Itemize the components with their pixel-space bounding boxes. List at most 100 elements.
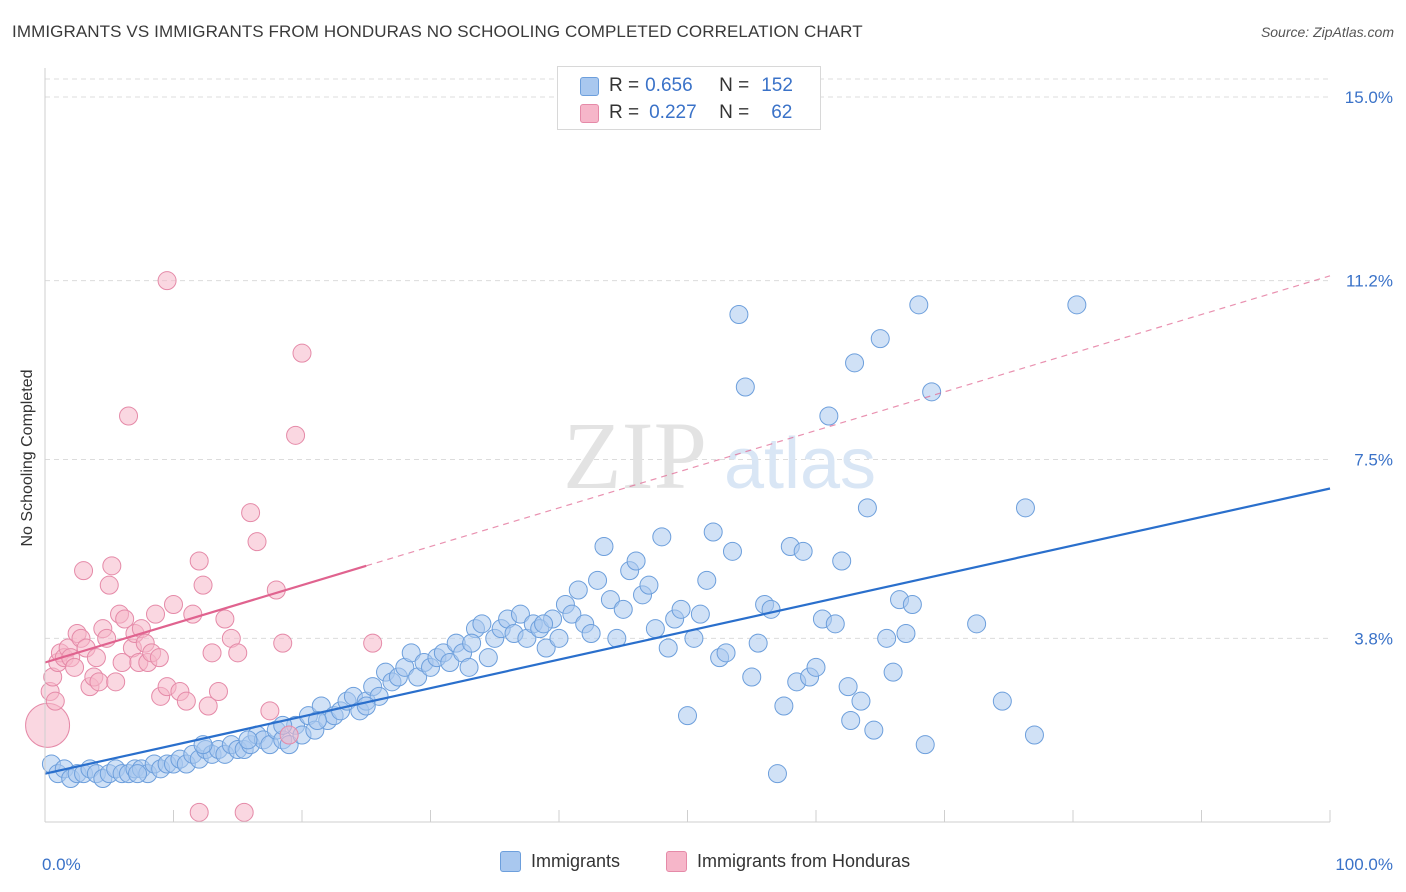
- correlation-legend: R = 0.656 N = 152 R = 0.227 N = 62: [557, 66, 821, 130]
- point-immigrants: [774, 696, 794, 716]
- point-immigrants: [671, 599, 691, 619]
- point-immigrants: [864, 720, 884, 740]
- point-honduras: [119, 406, 139, 426]
- watermark: ZIP atlas: [563, 402, 876, 509]
- point-immigrants: [588, 570, 608, 590]
- point-immigrants: [581, 624, 601, 643]
- point-immigrants: [536, 638, 556, 658]
- point-honduras: [189, 802, 209, 822]
- point-immigrants: [967, 614, 987, 634]
- point-honduras: [65, 657, 85, 677]
- point-immigrants: [459, 657, 479, 677]
- point-immigrants: [697, 570, 717, 590]
- trend-layer: [44, 275, 1331, 775]
- legend-item-honduras[interactable]: Immigrants from Honduras: [666, 851, 910, 872]
- legend-n-label: N =: [719, 75, 750, 96]
- trendline-immigrants: [44, 487, 1331, 775]
- point-immigrants: [793, 541, 813, 561]
- point-immigrants: [307, 711, 327, 730]
- point-honduras: [363, 633, 383, 653]
- watermark-zip: ZIP: [563, 402, 707, 509]
- legend-n-label: N =: [719, 102, 750, 123]
- point-immigrants: [462, 633, 482, 653]
- source-credit: Source: ZipAtlas.com: [1260, 24, 1394, 40]
- point-honduras: [193, 575, 213, 595]
- point-immigrants: [716, 643, 736, 663]
- legend-r-label: R =: [609, 75, 640, 96]
- point-immigrants: [1015, 498, 1035, 518]
- point-honduras: [89, 672, 109, 692]
- point-honduras: [202, 643, 222, 663]
- legend-r-value: 0.227: [649, 102, 697, 123]
- points-layer: [25, 271, 1087, 822]
- trendline-honduras: [44, 564, 367, 664]
- point-honduras: [99, 575, 119, 595]
- point-immigrants: [594, 537, 614, 556]
- legend-swatch-blue: [500, 851, 521, 872]
- y-tick-label: 15.0%: [1345, 88, 1393, 107]
- point-honduras: [286, 425, 306, 445]
- point-immigrants: [767, 764, 787, 784]
- point-immigrants: [478, 648, 498, 668]
- x-tick-label: 0.0%: [42, 855, 81, 874]
- point-immigrants: [690, 604, 710, 624]
- point-immigrants: [401, 643, 421, 663]
- point-immigrants: [819, 406, 839, 426]
- point-immigrants: [845, 353, 865, 373]
- point-immigrants: [742, 667, 762, 687]
- point-honduras: [189, 551, 209, 571]
- point-immigrants: [626, 551, 646, 571]
- point-honduras: [215, 609, 235, 629]
- point-immigrants: [128, 764, 148, 784]
- trendline-honduras-extension: [366, 275, 1331, 567]
- point-immigrants: [748, 633, 768, 653]
- point-honduras: [198, 696, 218, 716]
- point-immigrants: [238, 730, 258, 750]
- point-immigrants: [703, 522, 723, 542]
- point-honduras: [106, 672, 126, 692]
- point-immigrants: [639, 575, 659, 595]
- point-immigrants: [825, 614, 845, 634]
- point-honduras: [146, 604, 166, 624]
- series-legend: Immigrants Immigrants from Honduras: [0, 851, 1406, 877]
- point-immigrants: [645, 619, 665, 639]
- point-immigrants: [652, 527, 672, 547]
- legend-swatch-pink: [666, 851, 687, 872]
- legend-label-honduras: Immigrants from Honduras: [697, 851, 911, 871]
- legend-swatch-blue: [580, 76, 599, 96]
- point-honduras: [260, 701, 280, 721]
- point-immigrants: [722, 541, 742, 561]
- point-honduras: [102, 556, 122, 576]
- point-immigrants: [729, 305, 749, 324]
- point-immigrants: [922, 382, 942, 402]
- point-immigrants: [534, 614, 554, 634]
- y-tick-label: 3.8%: [1354, 629, 1393, 648]
- legend-n-value: 152: [761, 75, 793, 96]
- point-honduras: [208, 682, 228, 701]
- axis-layer: 3.8% 7.5% 11.2% 15.0% 0.0% 100.0%: [42, 68, 1393, 874]
- legend-item-immigrants[interactable]: Immigrants: [500, 851, 620, 872]
- point-immigrants: [851, 691, 871, 711]
- legend-row-honduras: R = 0.227 N = 62: [580, 101, 792, 125]
- y-tick-label: 11.2%: [1346, 272, 1393, 291]
- point-immigrants: [841, 711, 861, 730]
- legend-r-value: 0.656: [645, 75, 693, 96]
- point-honduras: [115, 609, 135, 629]
- point-immigrants: [549, 628, 569, 648]
- watermark-atlas: atlas: [724, 424, 876, 504]
- point-honduras: [74, 561, 94, 581]
- point-honduras: [292, 343, 312, 363]
- point-honduras: [86, 648, 106, 668]
- point-immigrants: [883, 662, 903, 682]
- point-immigrants: [600, 590, 620, 610]
- point-immigrants: [857, 498, 877, 518]
- chart-title: IMMIGRANTS VS IMMIGRANTS FROM HONDURAS N…: [12, 22, 863, 41]
- point-immigrants: [761, 599, 781, 619]
- point-immigrants: [735, 377, 755, 397]
- point-immigrants: [992, 691, 1012, 711]
- point-honduras: [157, 271, 177, 291]
- point-immigrants: [658, 638, 678, 658]
- point-immigrants: [806, 657, 826, 677]
- point-immigrants: [568, 580, 588, 600]
